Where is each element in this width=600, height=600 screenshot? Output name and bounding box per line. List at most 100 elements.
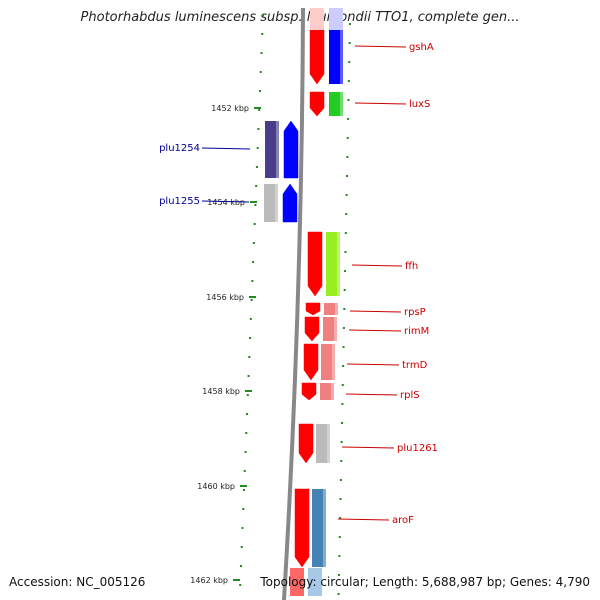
tick-mark-left bbox=[249, 318, 252, 320]
tick-mark-left bbox=[261, 33, 264, 35]
tick-mark-left bbox=[240, 546, 243, 548]
major-tick bbox=[240, 485, 247, 487]
gene-feature-plu1255-highlight bbox=[275, 184, 278, 222]
gene-leader-line bbox=[351, 264, 403, 267]
major-tick bbox=[250, 201, 257, 203]
tick-mark-left bbox=[258, 90, 261, 92]
gene-label-rpsP[interactable]: rpsP bbox=[404, 307, 426, 318]
tick-mark-right bbox=[342, 346, 345, 348]
tick-mark-left bbox=[251, 280, 254, 282]
gene-pair-rimM-highlight bbox=[334, 317, 337, 341]
gene-pair-ffh bbox=[326, 232, 340, 296]
tick-mark-right bbox=[340, 460, 343, 462]
tick-mark-right bbox=[346, 156, 349, 158]
gene-pair-rpsP-highlight bbox=[335, 303, 338, 315]
gene-feature-gshA bbox=[309, 29, 325, 85]
genome-backbone bbox=[282, 7, 305, 600]
page-title: Photorhabdus luminescens subsp. laumondi… bbox=[80, 10, 520, 25]
gene-feature-faded-top bbox=[310, 8, 324, 30]
gene-label-ffh[interactable]: ffh bbox=[405, 261, 418, 272]
tick-mark-left bbox=[247, 375, 250, 377]
tick-mark-right bbox=[342, 365, 345, 367]
tick-mark-left bbox=[262, 14, 264, 16]
tick-mark-left bbox=[242, 508, 245, 510]
tick-mark-right bbox=[345, 194, 348, 196]
topology-text: Topology: circular; Length: 5,688,987 bp… bbox=[260, 575, 590, 589]
tick-label: 1460 kbp bbox=[197, 482, 235, 491]
tick-mark-right bbox=[347, 99, 350, 101]
tick-label: 1456 kbp bbox=[206, 293, 244, 302]
gene-label-rplS[interactable]: rplS bbox=[400, 390, 420, 401]
major-tick bbox=[245, 390, 252, 392]
gene-feature-luxS bbox=[309, 91, 325, 117]
tick-mark-right bbox=[341, 403, 344, 405]
gene-leader-line bbox=[337, 518, 390, 521]
tick-mark-left bbox=[250, 299, 253, 301]
gene-feature-rplS bbox=[301, 382, 317, 401]
gene-pair-rimM bbox=[323, 317, 337, 341]
tick-label: 1462 kbp bbox=[190, 576, 228, 585]
tick-mark-right bbox=[337, 574, 340, 576]
gene-leader-line bbox=[345, 393, 398, 396]
major-tick bbox=[249, 296, 256, 298]
gene-pair-rplS-highlight bbox=[331, 383, 334, 400]
tick-mark-left bbox=[244, 451, 247, 453]
gene-label-plu1255[interactable]: plu1255 bbox=[159, 196, 200, 207]
gene-label-luxS[interactable]: luxS bbox=[409, 99, 430, 110]
gene-leader-line bbox=[349, 310, 402, 313]
tick-mark-right bbox=[347, 80, 350, 82]
tick-mark-left bbox=[239, 584, 242, 586]
gene-label-trmD[interactable]: trmD bbox=[402, 360, 428, 371]
tick-mark-left bbox=[254, 204, 257, 206]
tick-mark-left bbox=[246, 394, 249, 396]
gene-feature-rimM bbox=[304, 316, 320, 342]
tick-mark-left bbox=[248, 356, 251, 358]
gene-pair-luxS bbox=[329, 92, 343, 116]
accession-text: Accession: NC_005126 bbox=[9, 575, 146, 589]
gene-label-plu1261[interactable]: plu1261 bbox=[397, 443, 438, 454]
gene-leader-line bbox=[346, 363, 400, 366]
gene-leader-line bbox=[201, 147, 251, 150]
gene-pair-faded-bottom bbox=[308, 568, 322, 596]
tick-mark-right bbox=[338, 555, 341, 557]
gene-pair-features bbox=[282, 8, 343, 596]
tick-mark-right bbox=[345, 175, 348, 177]
gene-label-gshA[interactable]: gshA bbox=[409, 42, 434, 53]
gene-pair-trmD-highlight bbox=[332, 344, 335, 380]
axis-tick-labels: 1452 kbp 1454 kbp 1456 kbp 1458 kbp 1460 kbp… bbox=[190, 104, 249, 585]
tick-mark-left bbox=[243, 489, 245, 491]
gene-pair-aroF bbox=[312, 489, 326, 567]
gene-feature-aroF bbox=[294, 488, 310, 568]
tick-mark-left bbox=[257, 128, 260, 130]
tick-label: 1454 kbp bbox=[207, 198, 245, 207]
gene-pair-rplS bbox=[320, 383, 334, 400]
gene-pair-plu1254 bbox=[283, 120, 299, 179]
tick-mark-right bbox=[348, 61, 351, 63]
tick-mark-right bbox=[347, 118, 350, 120]
gene-label-aroF[interactable]: aroF bbox=[392, 515, 414, 526]
tick-mark-left bbox=[249, 337, 252, 339]
tick-mark-left bbox=[260, 52, 263, 54]
tick-mark-right bbox=[338, 536, 341, 538]
tick-mark-right bbox=[341, 422, 344, 424]
tick-mark-right bbox=[349, 23, 351, 25]
gene-labels[interactable]: gshA luxS plu1254 plu1255 ffh rpsP rimM trmD rpl… bbox=[159, 42, 438, 526]
tick-mark-left bbox=[245, 432, 248, 434]
tick-mark-left bbox=[256, 147, 259, 149]
gene-pair-faded-top bbox=[329, 8, 343, 30]
tick-mark-right bbox=[344, 270, 347, 272]
gene-pair-gshA bbox=[329, 30, 343, 84]
gene-label-rimM[interactable]: rimM bbox=[404, 326, 429, 337]
gene-label-plu1254[interactable]: plu1254 bbox=[159, 143, 200, 154]
gene-feature-plu1261 bbox=[298, 423, 314, 464]
gene-leader-line bbox=[201, 200, 250, 203]
gene-pair-luxS-highlight bbox=[340, 92, 343, 116]
tick-mark-left bbox=[246, 413, 249, 415]
tick-label: 1452 kbp bbox=[211, 104, 249, 113]
tick-mark-right bbox=[341, 384, 344, 386]
tick-mark-left bbox=[255, 166, 258, 168]
tick-mark-left bbox=[243, 470, 246, 472]
gene-pair-gshA-highlight bbox=[340, 30, 343, 84]
tick-mark-left bbox=[252, 261, 255, 263]
gene-leader-line bbox=[354, 45, 407, 48]
